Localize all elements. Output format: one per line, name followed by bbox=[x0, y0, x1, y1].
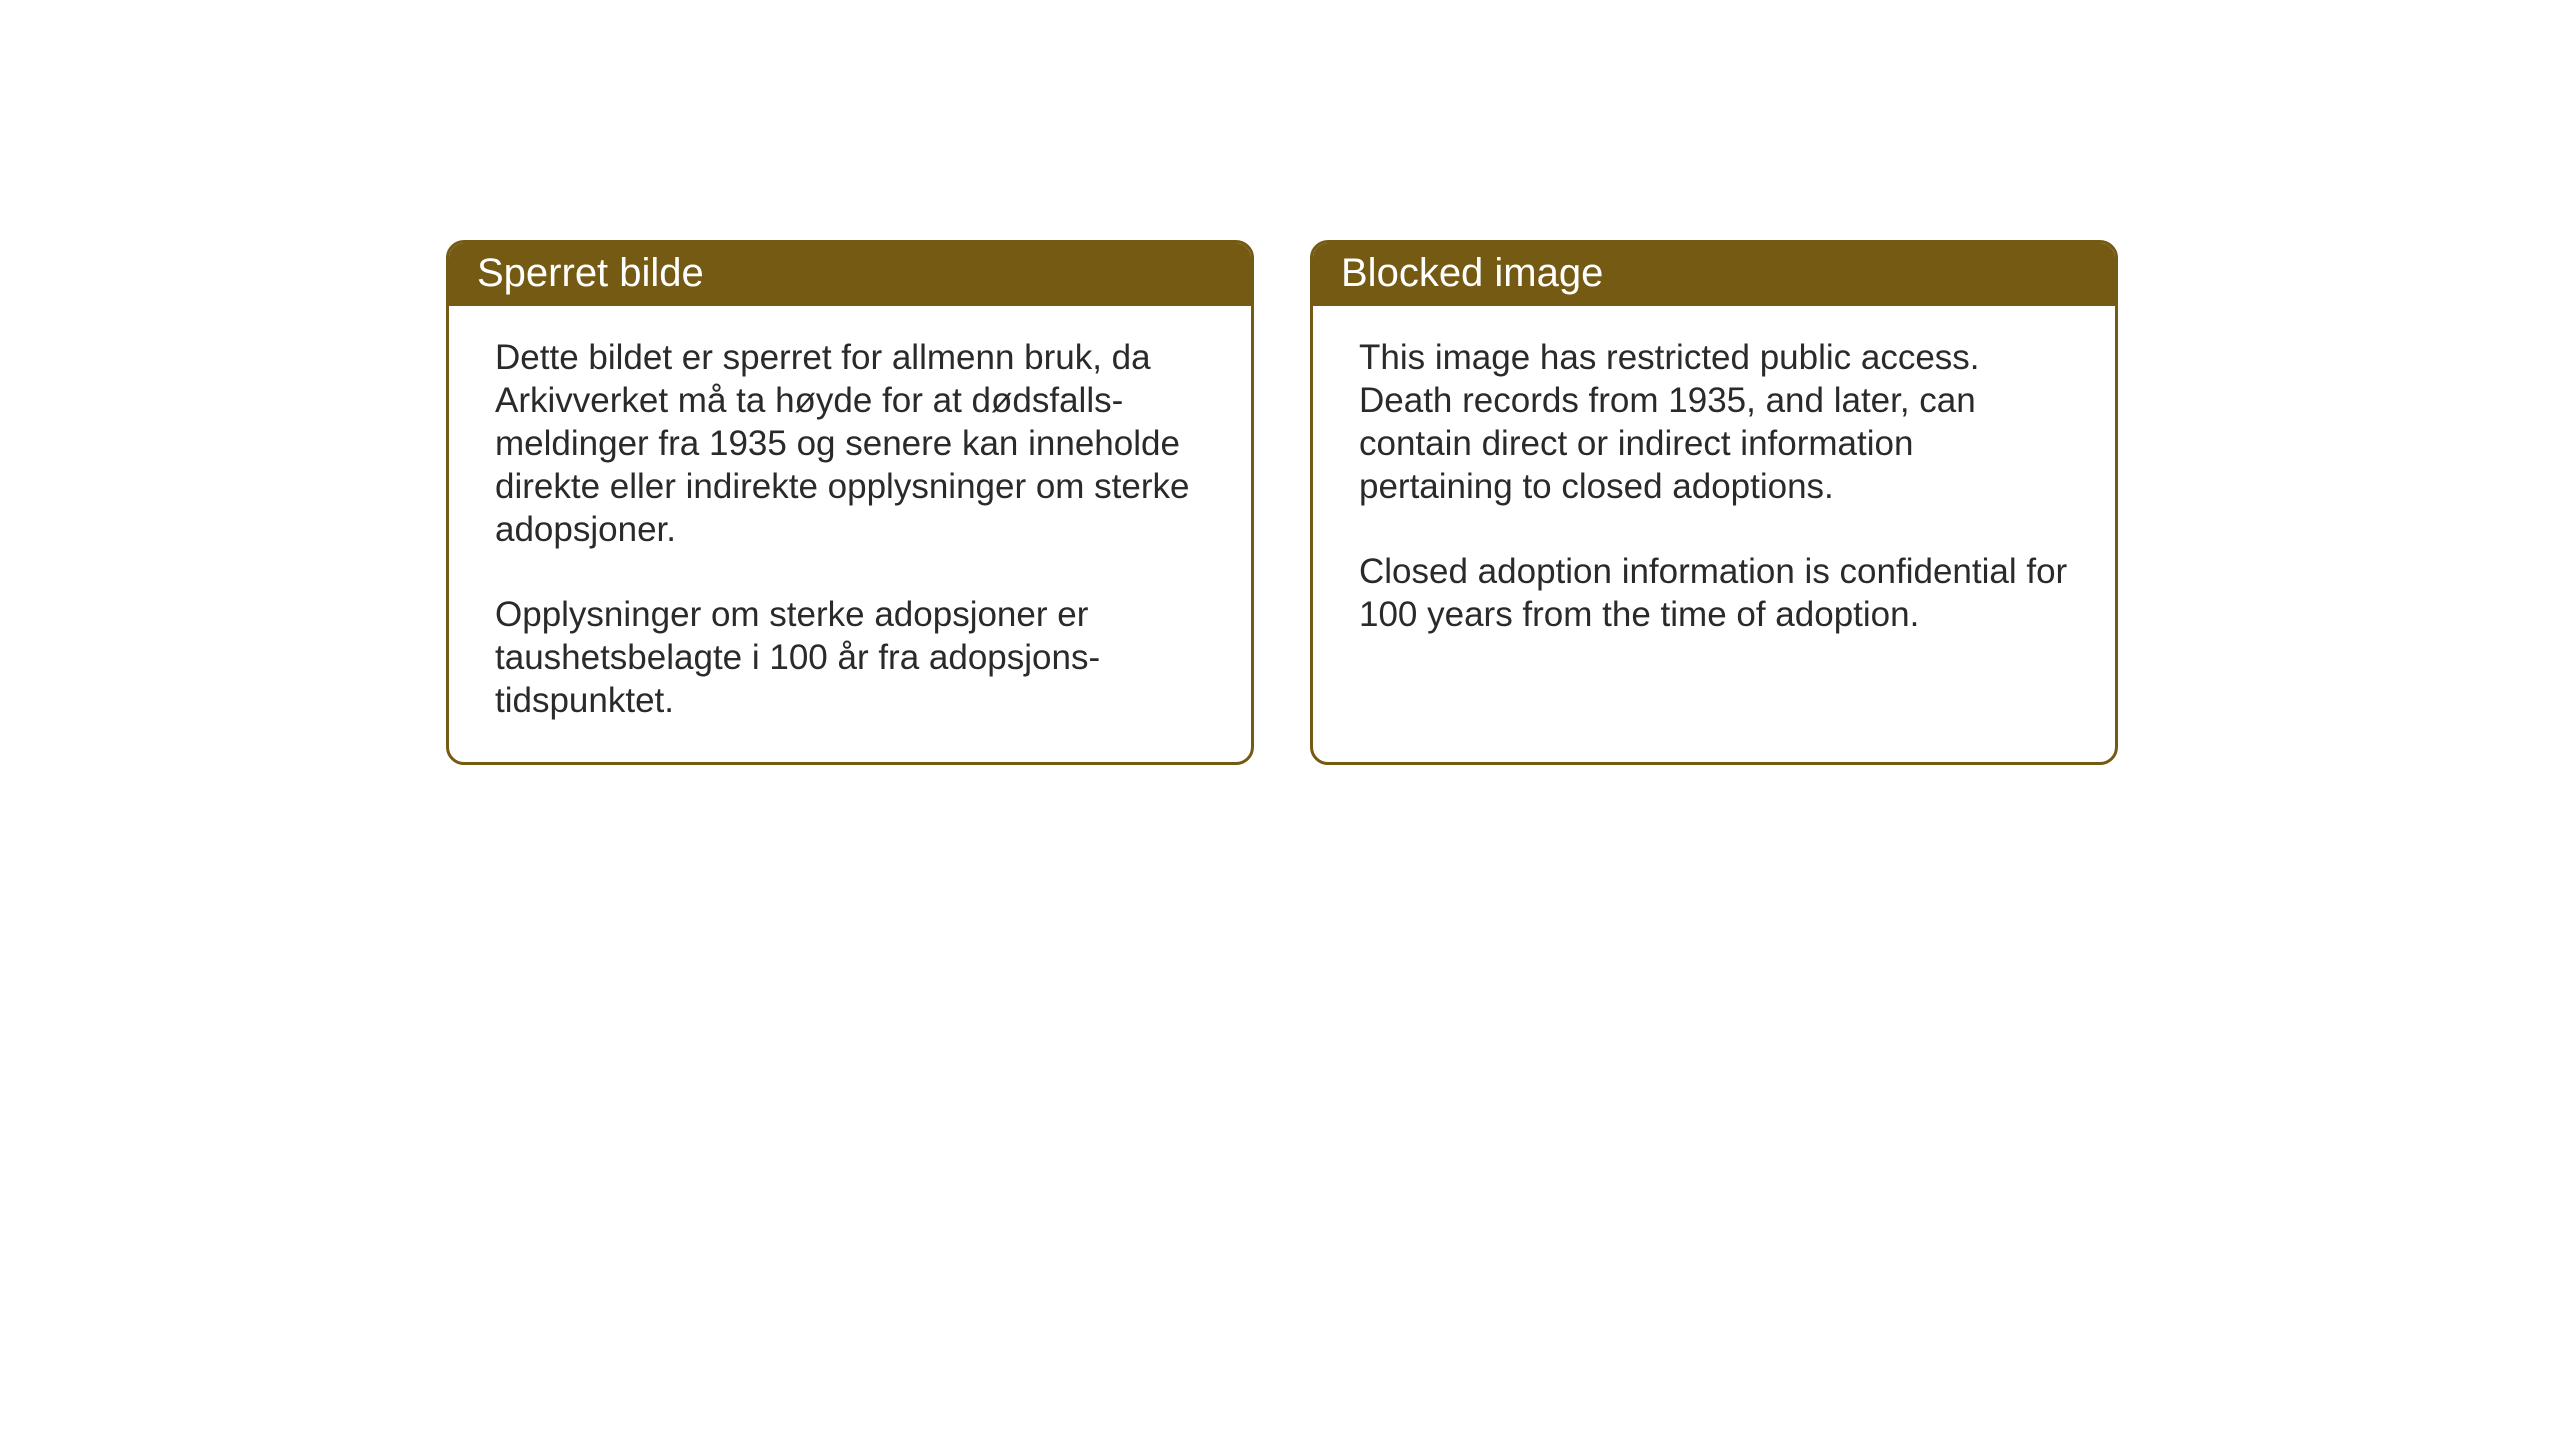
card-paragraph2-norwegian: Opplysninger om sterke adopsjoner er tau… bbox=[495, 593, 1205, 722]
card-body-english: This image has restricted public access.… bbox=[1313, 306, 2115, 750]
card-paragraph2-english: Closed adoption information is confident… bbox=[1359, 550, 2069, 636]
card-paragraph1-english: This image has restricted public access.… bbox=[1359, 336, 2069, 508]
card-english: Blocked image This image has restricted … bbox=[1310, 240, 2118, 765]
card-title-english: Blocked image bbox=[1341, 251, 1603, 295]
cards-container: Sperret bilde Dette bildet er sperret fo… bbox=[446, 240, 2118, 765]
card-title-norwegian: Sperret bilde bbox=[477, 251, 704, 295]
card-header-english: Blocked image bbox=[1313, 243, 2115, 306]
card-paragraph1-norwegian: Dette bildet er sperret for allmenn bruk… bbox=[495, 336, 1205, 551]
card-body-norwegian: Dette bildet er sperret for allmenn bruk… bbox=[449, 306, 1251, 762]
card-header-norwegian: Sperret bilde bbox=[449, 243, 1251, 306]
card-norwegian: Sperret bilde Dette bildet er sperret fo… bbox=[446, 240, 1254, 765]
